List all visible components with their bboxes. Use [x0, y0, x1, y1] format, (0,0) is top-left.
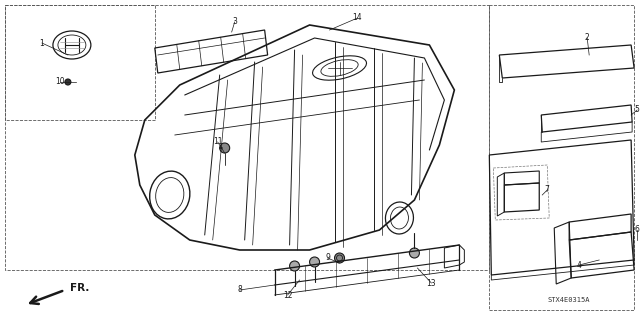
Text: 8: 8 [237, 286, 242, 294]
Text: FR.: FR. [70, 283, 89, 293]
Text: 4: 4 [577, 261, 582, 270]
Text: 14: 14 [353, 13, 362, 23]
Text: 1: 1 [40, 39, 44, 48]
Circle shape [289, 261, 300, 271]
Text: 10: 10 [55, 78, 65, 86]
Circle shape [335, 253, 344, 263]
Text: 9: 9 [325, 254, 330, 263]
Text: 5: 5 [635, 106, 639, 115]
Text: STX4E0315A: STX4E0315A [548, 297, 591, 303]
Circle shape [310, 257, 319, 267]
Text: 2: 2 [585, 33, 589, 42]
Text: 3: 3 [232, 18, 237, 26]
Text: 11: 11 [213, 137, 223, 146]
Circle shape [65, 79, 71, 85]
Text: 7: 7 [545, 186, 550, 195]
Text: 6: 6 [635, 226, 639, 234]
Circle shape [220, 143, 230, 153]
Circle shape [410, 248, 419, 258]
Text: 12: 12 [283, 291, 292, 300]
Text: 13: 13 [427, 278, 436, 287]
